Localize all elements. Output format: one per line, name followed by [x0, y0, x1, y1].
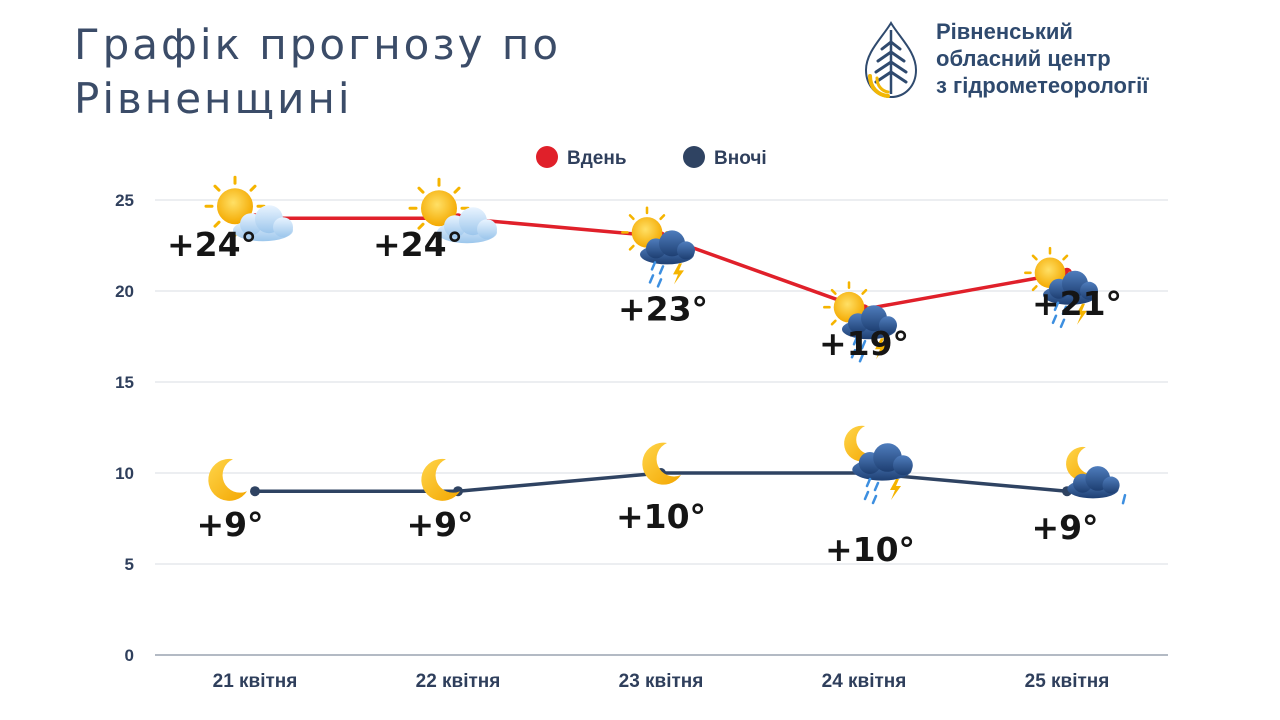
- x-category-label: 23 квітня: [619, 671, 704, 692]
- moon-cloud-rain-icon: [1066, 447, 1125, 503]
- moon-icon: [208, 459, 247, 501]
- y-tick-label: 0: [125, 646, 134, 665]
- data-label: +21°: [1032, 284, 1122, 323]
- data-label: +23°: [618, 289, 708, 328]
- x-category-label: 24 квітня: [822, 671, 907, 692]
- data-label: +24°: [373, 225, 463, 264]
- moon-cloud-rain-thunder-icon: [844, 426, 913, 503]
- legend-label-0: Вдень: [567, 148, 627, 169]
- moon-icon: [421, 459, 460, 501]
- organization-name: Рівненський обласний центр з гідрометеор…: [936, 18, 1148, 99]
- organization-name-line-2: обласний центр: [936, 46, 1111, 71]
- legend-marker-0: [536, 146, 558, 168]
- y-tick-label: 10: [115, 464, 134, 483]
- x-category-label: 25 квітня: [1025, 671, 1110, 692]
- sun-cloud-rain-thunder-icon: [622, 208, 695, 287]
- x-category-label: 22 квітня: [416, 671, 501, 692]
- data-label: +9°: [196, 505, 263, 544]
- page-title-line-1: Графік прогнозу по: [74, 20, 562, 69]
- x-category-label: 21 квітня: [213, 671, 298, 692]
- page-title-line-2: Рівненщині: [74, 74, 353, 123]
- legend-marker-1: [683, 146, 705, 168]
- data-label: +9°: [406, 505, 473, 544]
- data-label: +10°: [616, 497, 706, 536]
- data-label: +24°: [167, 225, 257, 264]
- data-label: +9°: [1031, 508, 1098, 547]
- data-point: [250, 486, 260, 497]
- organization-block: Рівненський обласний центр з гідрометеор…: [862, 18, 1262, 102]
- data-label: +10°: [825, 530, 915, 569]
- y-tick-label: 20: [115, 282, 134, 301]
- page-title: Графік прогнозу по Рівненщині: [74, 18, 561, 126]
- y-tick-label: 15: [115, 373, 134, 392]
- y-tick-label: 25: [115, 191, 134, 210]
- organization-name-line-1: Рівненський: [936, 19, 1073, 44]
- organization-name-line-3: з гідрометеорології: [936, 73, 1149, 98]
- moon-icon: [642, 443, 681, 485]
- y-tick-label: 5: [125, 555, 134, 574]
- data-label: +19°: [819, 324, 909, 363]
- legend-label-1: Вночі: [714, 148, 767, 169]
- water-drop-wheat-logo-icon: [864, 21, 918, 99]
